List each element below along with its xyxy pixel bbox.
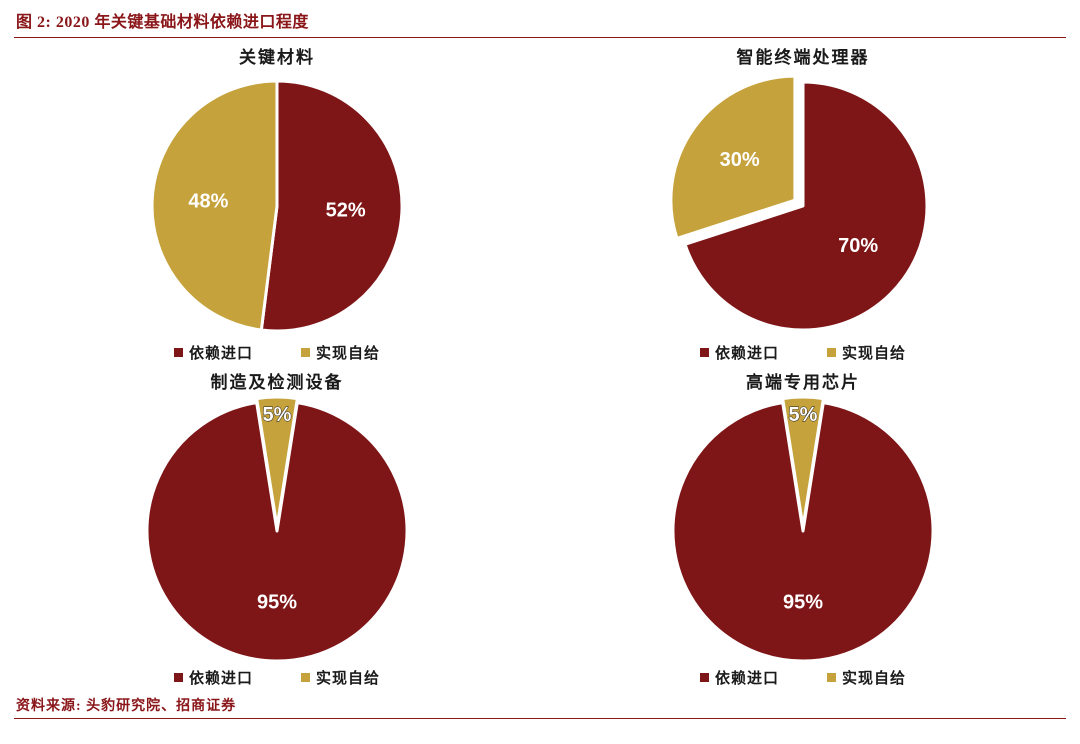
legend-item-self: 实现自给 xyxy=(827,667,906,688)
legend-label-self: 实现自给 xyxy=(842,671,907,687)
legend-item-self: 实现自给 xyxy=(301,342,380,363)
pie-slice-label: 30% xyxy=(720,149,760,171)
chart-panel-manufacturing-equipment: 制造及检测设备 95% 5% 依赖进口 实现自给 xyxy=(14,363,540,688)
legend-marker-self xyxy=(301,673,310,682)
pie-slice-self xyxy=(150,79,279,332)
pie-slice-label: 95% xyxy=(257,592,297,614)
pie-slice-import xyxy=(259,79,404,333)
legend-label-import: 依赖进口 xyxy=(714,346,779,362)
pie-slice-label: 52% xyxy=(326,199,366,221)
legend-marker-self xyxy=(301,348,310,357)
chart-panel-high-end-chips: 高端专用芯片 95% 5% 依赖进口 实现自给 xyxy=(540,363,1066,688)
source-text: 资料来源: 头豹研究院、招商证券 xyxy=(16,699,237,714)
charts-grid: 关键材料 52% 48% 依赖进口 实现自给 智能终端处理器 70% 30% 依赖进… xyxy=(14,38,1066,688)
legend-item-import: 依赖进口 xyxy=(173,342,253,363)
pie-slice-label: 95% xyxy=(783,592,823,614)
chart-legend: 依赖进口 实现自给 xyxy=(699,342,906,363)
figure-title: 图 2: 2020 年关键基础材料依赖进口程度 xyxy=(16,14,309,31)
pie-slice-self xyxy=(255,395,299,529)
pie-chart-terminal-processors: 70% 30% xyxy=(669,74,929,332)
legend-item-import: 依赖进口 xyxy=(173,667,253,688)
pie-slice-import xyxy=(671,401,935,663)
pie-slice-import xyxy=(145,401,409,663)
pie-slice-self xyxy=(781,395,825,529)
pie-chart-key-materials: 52% 48% xyxy=(150,79,404,333)
legend-label-self: 实现自给 xyxy=(842,346,907,362)
chart-legend: 依赖进口 实现自给 xyxy=(173,342,380,363)
legend-item-self: 实现自给 xyxy=(301,667,380,688)
legend-label-self: 实现自给 xyxy=(316,346,381,362)
chart-title: 关键材料 xyxy=(239,48,315,67)
pie-slice-label: 5% xyxy=(263,404,292,426)
pie-slice-label: 48% xyxy=(188,191,228,213)
pie-chart-high-end-chips: 95% 5% xyxy=(671,395,935,663)
chart-panel-key-materials: 关键材料 52% 48% 依赖进口 实现自给 xyxy=(14,38,540,363)
legend-item-import: 依赖进口 xyxy=(699,667,779,688)
chart-title: 智能终端处理器 xyxy=(736,48,870,67)
legend-item-self: 实现自给 xyxy=(827,342,906,363)
pie-slice-label: 5% xyxy=(789,404,818,426)
legend-label-import: 依赖进口 xyxy=(188,346,253,362)
legend-item-import: 依赖进口 xyxy=(699,342,779,363)
pie-slice-label: 70% xyxy=(838,235,878,257)
legend-label-import: 依赖进口 xyxy=(188,671,253,687)
legend-marker-self xyxy=(827,348,836,357)
legend-marker-import xyxy=(699,673,709,682)
legend-label-import: 依赖进口 xyxy=(714,671,779,687)
legend-label-self: 实现自给 xyxy=(316,671,381,687)
chart-title: 高端专用芯片 xyxy=(746,373,860,392)
chart-panel-terminal-processors: 智能终端处理器 70% 30% 依赖进口 实现自给 xyxy=(540,38,1066,363)
chart-legend: 依赖进口 实现自给 xyxy=(173,667,380,688)
legend-marker-self xyxy=(827,673,836,682)
chart-title: 制造及检测设备 xyxy=(210,373,344,392)
pie-slice-import xyxy=(683,80,929,332)
legend-marker-import xyxy=(699,348,709,357)
pie-chart-manufacturing-equipment: 95% 5% xyxy=(145,395,409,663)
pie-slice-self xyxy=(669,74,797,240)
legend-marker-import xyxy=(173,348,183,357)
header-divider xyxy=(14,37,1066,38)
footer-divider xyxy=(14,718,1066,719)
legend-marker-import xyxy=(173,673,183,682)
chart-legend: 依赖进口 实现自给 xyxy=(699,667,906,688)
